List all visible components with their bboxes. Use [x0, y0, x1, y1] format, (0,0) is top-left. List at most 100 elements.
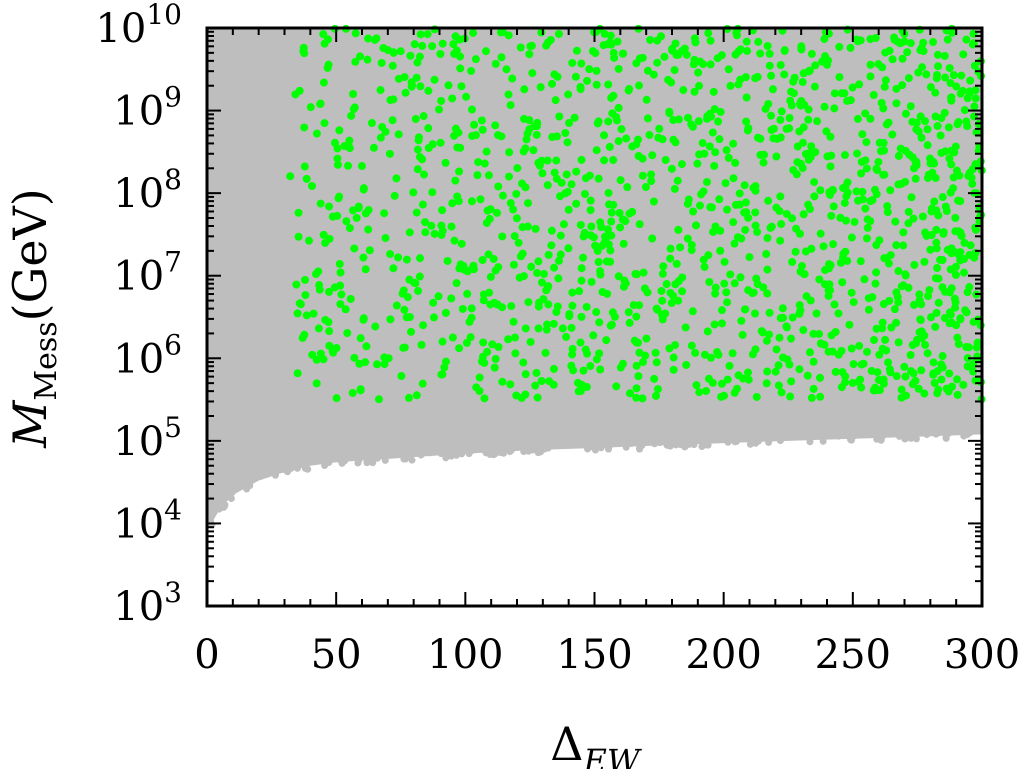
green-point: [412, 208, 421, 217]
green-point: [394, 130, 403, 139]
grey-point: [536, 443, 544, 451]
grey-point: [437, 450, 445, 458]
green-point: [917, 366, 926, 375]
green-point: [606, 321, 615, 330]
green-point: [742, 117, 751, 126]
green-point: [906, 350, 915, 359]
green-point: [342, 217, 351, 226]
green-point: [660, 52, 669, 61]
grey-point: [672, 441, 680, 449]
green-point: [932, 74, 941, 83]
green-point: [789, 89, 798, 98]
grey-point: [568, 440, 576, 448]
green-point: [537, 156, 546, 165]
green-point: [738, 330, 747, 339]
green-point: [820, 280, 829, 289]
green-point: [286, 172, 295, 181]
green-point: [473, 171, 482, 180]
green-point: [827, 331, 836, 340]
green-point: [785, 114, 794, 123]
green-point: [344, 141, 353, 150]
green-point: [653, 385, 662, 394]
green-point: [489, 254, 498, 263]
green-point: [451, 176, 460, 185]
green-point: [916, 112, 925, 121]
green-point: [871, 279, 880, 288]
green-point: [603, 225, 612, 234]
green-point: [416, 82, 425, 91]
green-point: [914, 384, 923, 393]
green-point: [493, 131, 502, 140]
green-point: [963, 354, 972, 363]
green-point: [412, 391, 421, 400]
green-point: [838, 368, 847, 377]
grey-point: [922, 427, 930, 435]
green-point: [648, 234, 657, 243]
green-point: [424, 124, 433, 133]
green-point: [430, 229, 439, 238]
green-point: [711, 283, 720, 292]
green-point: [816, 373, 825, 382]
green-point: [652, 358, 661, 367]
green-point: [576, 82, 585, 91]
green-point: [847, 233, 856, 242]
green-point: [785, 124, 794, 133]
grey-point: [417, 451, 425, 459]
green-point: [618, 49, 627, 58]
grey-point: [246, 482, 254, 490]
green-point: [936, 131, 945, 140]
green-point: [862, 164, 871, 173]
green-point: [333, 154, 342, 163]
green-point: [349, 206, 358, 215]
green-point: [537, 278, 546, 287]
green-point: [674, 50, 683, 59]
green-point: [567, 323, 576, 332]
green-point: [592, 66, 601, 75]
grey-point: [482, 446, 490, 454]
green-point: [726, 270, 735, 279]
grey-point: [442, 454, 450, 462]
green-point: [866, 217, 875, 226]
green-point: [576, 338, 585, 347]
green-point: [564, 244, 573, 253]
green-point: [903, 48, 912, 57]
green-point: [932, 206, 941, 215]
green-point: [862, 234, 871, 243]
green-point: [543, 156, 552, 165]
grey-point: [746, 440, 754, 448]
green-point: [582, 302, 591, 311]
green-point: [607, 40, 616, 49]
green-point: [447, 222, 456, 231]
green-point: [699, 60, 708, 69]
green-point: [607, 217, 616, 226]
green-point: [361, 209, 370, 218]
green-point: [479, 338, 488, 347]
green-point: [838, 278, 847, 287]
green-point: [598, 241, 607, 250]
x-tick-label: 150: [556, 632, 632, 678]
grey-point: [709, 434, 717, 442]
green-point: [639, 358, 648, 367]
green-point: [722, 288, 731, 297]
green-point: [357, 162, 366, 171]
green-point: [596, 218, 605, 227]
grey-point: [666, 442, 674, 450]
green-point: [558, 324, 567, 333]
green-point: [518, 223, 527, 232]
green-point: [736, 273, 745, 282]
grey-point: [653, 435, 661, 443]
green-point: [599, 41, 608, 50]
y-tick-label: 109: [113, 81, 182, 135]
green-point: [478, 256, 487, 265]
green-point: [918, 212, 927, 221]
green-point: [325, 327, 334, 336]
green-point: [480, 159, 489, 168]
green-point: [965, 169, 974, 178]
green-point: [896, 144, 905, 153]
green-point: [854, 377, 863, 386]
green-point: [617, 125, 626, 134]
green-point: [757, 327, 766, 336]
green-point: [575, 287, 584, 296]
green-point: [762, 379, 771, 388]
green-point: [444, 81, 453, 90]
